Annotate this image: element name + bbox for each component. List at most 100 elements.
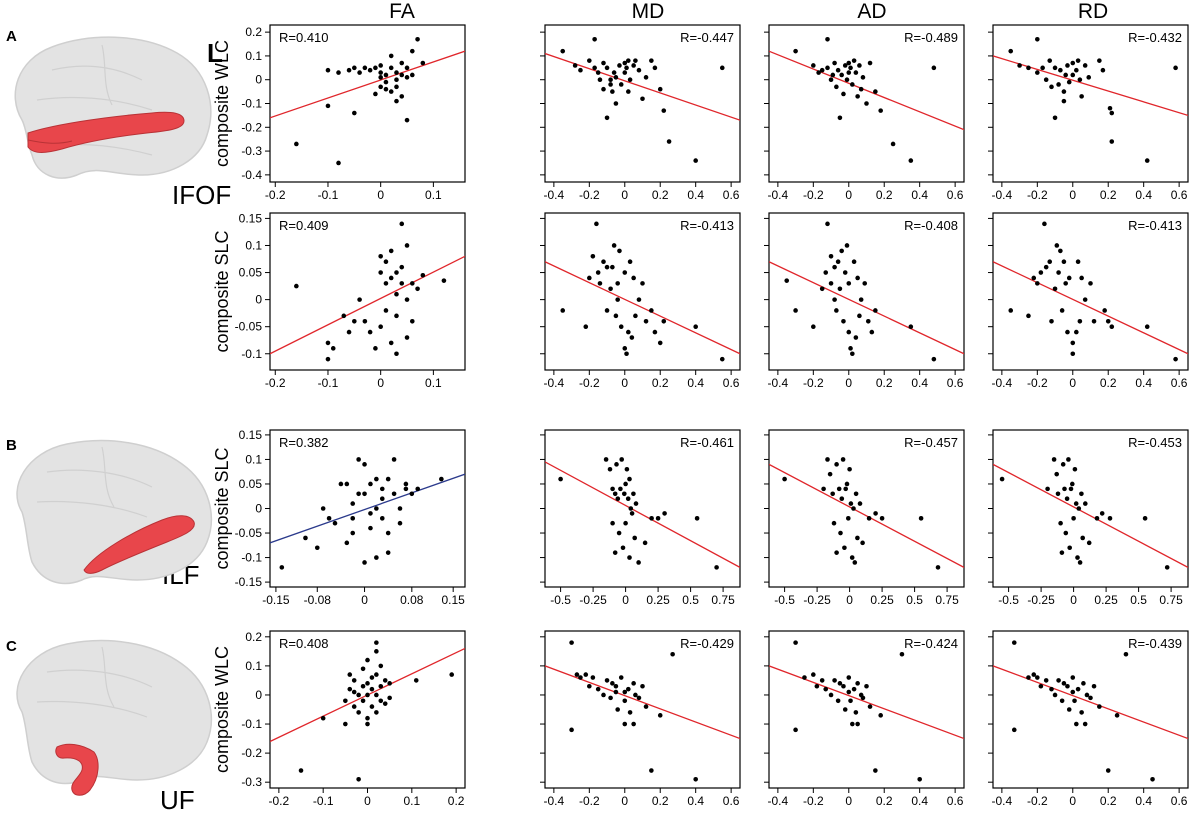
data-point xyxy=(325,103,331,109)
scatter-c-md-r3: R=-0.429 -0.4 -0.2 0 0.2 0.4 0.6 xyxy=(540,630,741,808)
data-point xyxy=(846,516,851,521)
x-tick-label: 0 xyxy=(845,188,852,202)
data-point xyxy=(793,308,798,313)
data-point xyxy=(1100,67,1106,73)
data-point xyxy=(825,457,830,462)
data-point xyxy=(1068,486,1074,492)
data-point xyxy=(823,686,829,692)
y-axis-title: composite SLC xyxy=(212,447,232,569)
data-point xyxy=(694,516,700,521)
data-point xyxy=(1070,72,1076,78)
data-point xyxy=(1074,67,1079,73)
data-point xyxy=(1063,530,1069,536)
data-point xyxy=(857,501,863,506)
x-tick-label: 0.4 xyxy=(1135,376,1152,390)
data-point xyxy=(627,476,632,482)
x-tick-label: 0.4 xyxy=(687,376,704,390)
data-point xyxy=(590,675,596,680)
x-tick-label: 0.6 xyxy=(1171,188,1188,202)
data-point xyxy=(415,286,420,292)
correlation-label: R=-0.453 xyxy=(1128,435,1182,450)
data-point xyxy=(572,63,578,68)
data-point xyxy=(626,89,631,94)
data-point xyxy=(583,672,589,677)
data-point xyxy=(1055,491,1061,497)
data-point xyxy=(1079,275,1084,281)
data-point xyxy=(569,727,574,733)
correlation-label: R=-0.489 xyxy=(904,30,958,45)
data-point xyxy=(362,318,368,324)
data-point xyxy=(1107,105,1113,111)
column-header-md: MD xyxy=(631,0,665,23)
data-point xyxy=(1049,318,1054,324)
data-point xyxy=(325,356,331,362)
data-point xyxy=(1066,457,1071,462)
column-header-ad: AD xyxy=(857,0,887,23)
plot-frame xyxy=(544,630,741,789)
data-point xyxy=(848,698,853,704)
data-point xyxy=(670,651,675,657)
data-point xyxy=(344,481,350,487)
data-point xyxy=(383,281,389,286)
data-point xyxy=(1026,675,1031,680)
data-point xyxy=(1082,721,1088,727)
data-point xyxy=(857,313,862,319)
data-point xyxy=(399,221,405,227)
y-tick-label: -0.4 xyxy=(241,168,262,182)
correlation-label: R=-0.432 xyxy=(1128,30,1182,45)
column-header-fa: FA xyxy=(389,0,415,23)
data-point xyxy=(860,695,866,701)
data-point xyxy=(624,65,629,71)
data-point xyxy=(601,86,606,92)
data-point xyxy=(1035,675,1040,680)
data-point xyxy=(1094,516,1100,521)
panel-letter-c: C xyxy=(6,638,17,655)
data-point xyxy=(890,141,896,147)
data-point xyxy=(365,657,370,663)
data-point xyxy=(362,462,367,467)
data-point xyxy=(347,686,353,692)
correlation-label: R=0.410 xyxy=(279,30,329,45)
data-point xyxy=(827,471,833,477)
data-point xyxy=(1075,58,1081,63)
data-point xyxy=(615,496,621,501)
data-point xyxy=(625,496,631,501)
data-point xyxy=(657,713,663,718)
data-point xyxy=(1056,678,1061,683)
data-point xyxy=(1058,520,1063,526)
data-point xyxy=(336,70,341,75)
data-point xyxy=(346,67,352,73)
data-point xyxy=(860,540,865,546)
brain-ilf-illustration xyxy=(16,439,213,585)
data-point xyxy=(842,545,847,551)
data-point xyxy=(365,681,370,686)
x-tick-label: 0 xyxy=(1069,188,1076,202)
y-tick-label: 0.05 xyxy=(239,266,263,280)
data-point xyxy=(615,707,620,712)
data-point xyxy=(908,158,914,163)
data-point xyxy=(899,651,905,657)
data-point xyxy=(368,511,373,516)
data-point xyxy=(1058,67,1063,73)
data-point xyxy=(350,516,356,521)
regression-line xyxy=(993,665,1188,740)
data-point xyxy=(569,640,574,645)
data-point xyxy=(294,283,299,289)
data-point xyxy=(383,259,389,265)
x-tick-label: -0.25 xyxy=(803,593,831,607)
correlation-label: R=-0.413 xyxy=(1128,218,1182,233)
plot-frame xyxy=(992,429,1189,588)
y-tick-label: -0.1 xyxy=(241,97,262,111)
data-point xyxy=(597,281,603,286)
regression-line xyxy=(993,55,1188,117)
x-tick-label: -0.25 xyxy=(579,593,607,607)
correlation-label: R=-0.457 xyxy=(904,435,958,450)
data-point xyxy=(852,560,858,565)
data-point xyxy=(619,457,624,462)
data-point xyxy=(834,308,839,313)
scatter-a-fa-r1: R=0.409 -0.2 -0.1 0 0.1 0.15 0.1 0.05 0 -0.05 -0.1… xyxy=(212,211,466,390)
data-point xyxy=(1049,686,1054,692)
y-tick-label: 0 xyxy=(255,293,262,307)
data-point xyxy=(397,506,403,511)
data-point xyxy=(860,75,866,80)
